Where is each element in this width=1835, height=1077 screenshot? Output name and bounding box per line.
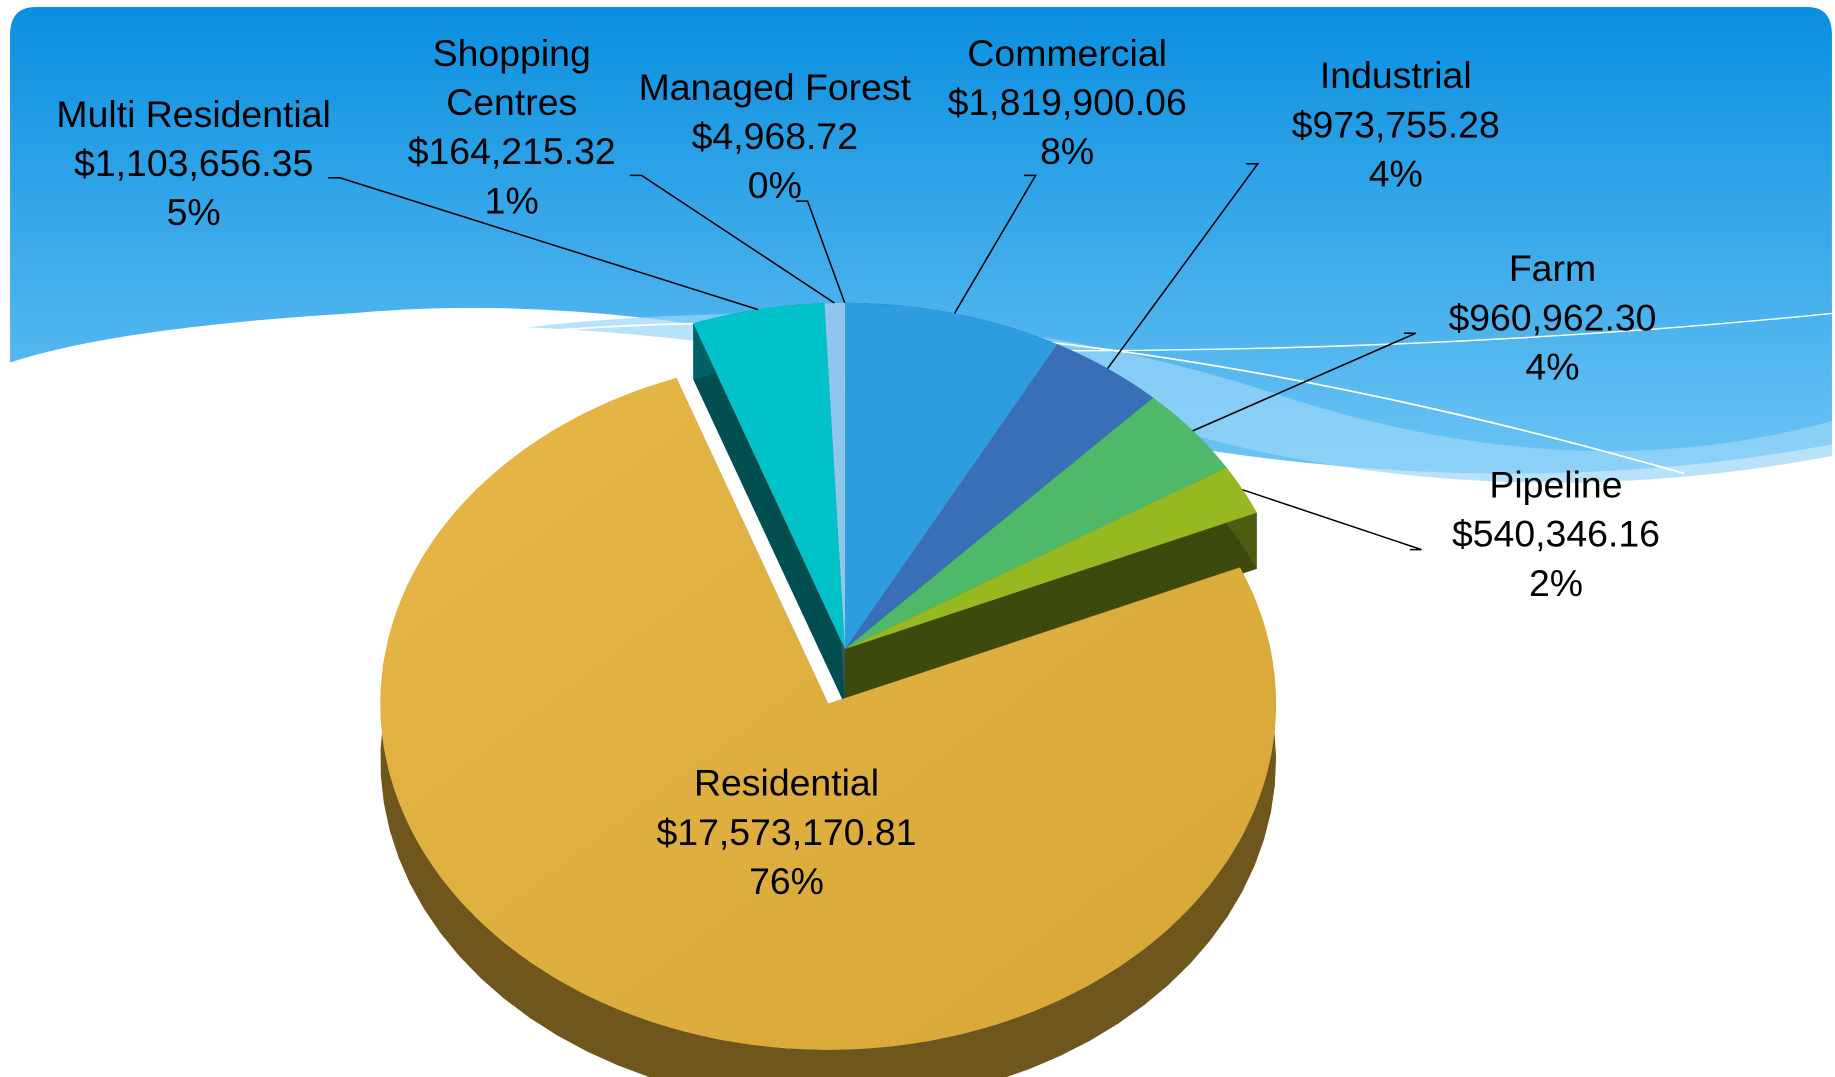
data-label-percent: 0% [748, 164, 802, 206]
slice [844, 302, 845, 650]
slice [380, 378, 1277, 1050]
slice-side [844, 512, 1257, 706]
data-label-percent: 76% [749, 860, 824, 902]
data-label-value: $1,103,656.35 [74, 142, 313, 184]
data-label-percent: 1% [485, 179, 539, 221]
slice [844, 397, 1227, 650]
data-label-name: Commercial [967, 32, 1167, 74]
slice [824, 302, 845, 650]
data-label-name: Multi Residential [56, 93, 330, 135]
name-line: Shopping [433, 32, 591, 74]
data-label-name: Industrial [1320, 54, 1472, 96]
data-label-percent: 4% [1369, 152, 1423, 194]
data-label-percent: 8% [1040, 130, 1094, 172]
data-label-name: Pipeline [1489, 464, 1622, 506]
data-label-value: $164,215.32 [408, 130, 616, 172]
slice-side [693, 323, 845, 706]
leader-line [795, 200, 846, 304]
slices [380, 302, 1277, 1050]
data-label-percent: 2% [1529, 562, 1583, 604]
data-label-name: Farm [1509, 247, 1596, 289]
slice [693, 303, 845, 650]
slice [844, 467, 1257, 650]
data-label-value: $4,968.72 [692, 115, 858, 157]
name-line: Centres [446, 81, 577, 123]
data-label-percent: 5% [167, 191, 221, 233]
labels: Commercial $1,819,900.06 8% Industrial $973,… [56, 32, 1660, 902]
data-label-name: Residential [694, 762, 879, 804]
leader-line [629, 174, 835, 304]
data-label-name: Shopping Centres [433, 32, 591, 123]
slice [844, 344, 1154, 650]
leader-line [1242, 489, 1422, 551]
data-label-percent: 4% [1525, 345, 1579, 387]
leader-line [953, 174, 1037, 314]
data-label-value: $973,755.28 [1292, 103, 1500, 145]
leader-line [328, 176, 759, 311]
data-label-value: $17,573,170.81 [657, 811, 917, 853]
data-label-name: Managed Forest [639, 66, 912, 108]
leader-line [1106, 162, 1260, 370]
slice [844, 302, 1058, 650]
data-label-value: $1,819,900.06 [948, 81, 1187, 123]
data-label-value: $540,346.16 [1452, 513, 1660, 555]
leader-line [1192, 332, 1416, 432]
data-label-value: $960,962.30 [1448, 296, 1656, 338]
